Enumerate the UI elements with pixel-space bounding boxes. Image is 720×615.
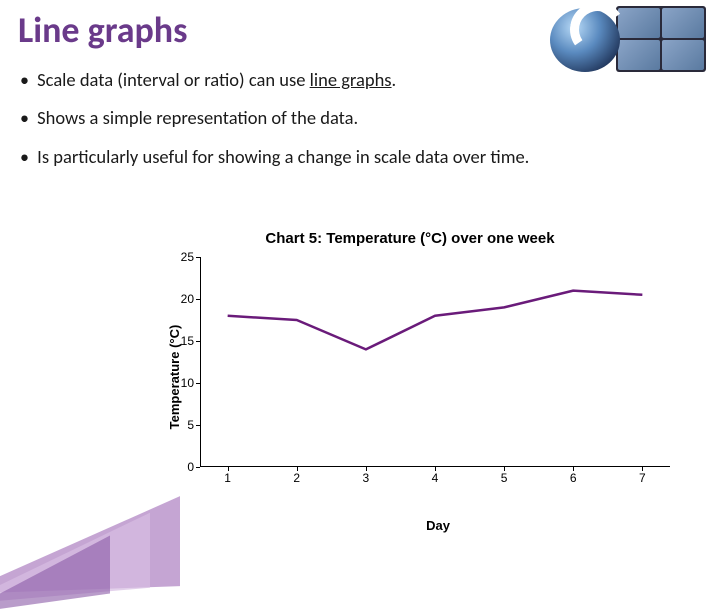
bullet-emph: line graphs bbox=[310, 68, 392, 91]
bullet-dot-icon: • bbox=[20, 69, 29, 91]
logo bbox=[550, 2, 710, 80]
logo-collage bbox=[616, 6, 706, 72]
bullet-text: Is particularly useful for showing a cha… bbox=[37, 145, 529, 168]
line-chart: Chart 5: Temperature (°C) over one week … bbox=[130, 230, 690, 520]
bullet-dot-icon: • bbox=[20, 146, 29, 168]
data-line bbox=[228, 291, 643, 350]
bullet-text: Scale data (interval or ratio) can use bbox=[37, 68, 309, 91]
y-tick-label: 15 bbox=[181, 334, 194, 348]
y-tick-mark bbox=[196, 299, 200, 300]
y-tick-label: 25 bbox=[181, 250, 194, 264]
bullet-item: • Is particularly useful for showing a c… bbox=[20, 145, 700, 169]
y-tick-mark bbox=[196, 425, 200, 426]
chart-title: Chart 5: Temperature (°C) over one week bbox=[130, 230, 690, 247]
x-tick-label: 1 bbox=[224, 471, 231, 485]
y-tick-mark bbox=[196, 257, 200, 258]
x-tick-label: 6 bbox=[570, 471, 577, 485]
bullet-text: Shows a simple representation of the dat… bbox=[37, 106, 358, 129]
bullet-item: • Shows a simple representation of the d… bbox=[20, 106, 700, 130]
x-tick-mark bbox=[228, 467, 229, 471]
x-tick-label: 3 bbox=[363, 471, 370, 485]
plot-area: 05101520251234567 bbox=[200, 257, 670, 467]
x-tick-mark bbox=[573, 467, 574, 471]
logo-cell bbox=[662, 40, 704, 70]
x-axis-label: Day bbox=[426, 518, 450, 533]
y-tick-label: 0 bbox=[187, 460, 194, 474]
x-tick-label: 7 bbox=[639, 471, 646, 485]
y-tick-label: 10 bbox=[181, 376, 194, 390]
y-tick-mark bbox=[196, 383, 200, 384]
x-tick-label: 2 bbox=[293, 471, 300, 485]
bullet-dot-icon: • bbox=[20, 107, 29, 129]
logo-cell bbox=[618, 40, 660, 70]
bullet-text: . bbox=[392, 68, 397, 91]
x-tick-mark bbox=[297, 467, 298, 471]
line-series bbox=[200, 257, 670, 467]
y-tick-label: 5 bbox=[187, 418, 194, 432]
y-axis-label: Temperature (°C) bbox=[167, 325, 182, 430]
x-tick-mark bbox=[366, 467, 367, 471]
logo-cell bbox=[662, 8, 704, 38]
chart-area: Temperature (°C) 05101520251234567 Day bbox=[130, 257, 690, 497]
y-tick-mark bbox=[196, 341, 200, 342]
x-tick-mark bbox=[642, 467, 643, 471]
x-tick-mark bbox=[504, 467, 505, 471]
x-tick-mark bbox=[435, 467, 436, 471]
x-tick-label: 4 bbox=[432, 471, 439, 485]
y-tick-label: 20 bbox=[181, 292, 194, 306]
slide: Line graphs • Scale data (interval or ra… bbox=[0, 0, 720, 540]
y-tick-mark bbox=[196, 467, 200, 468]
x-tick-label: 5 bbox=[501, 471, 508, 485]
